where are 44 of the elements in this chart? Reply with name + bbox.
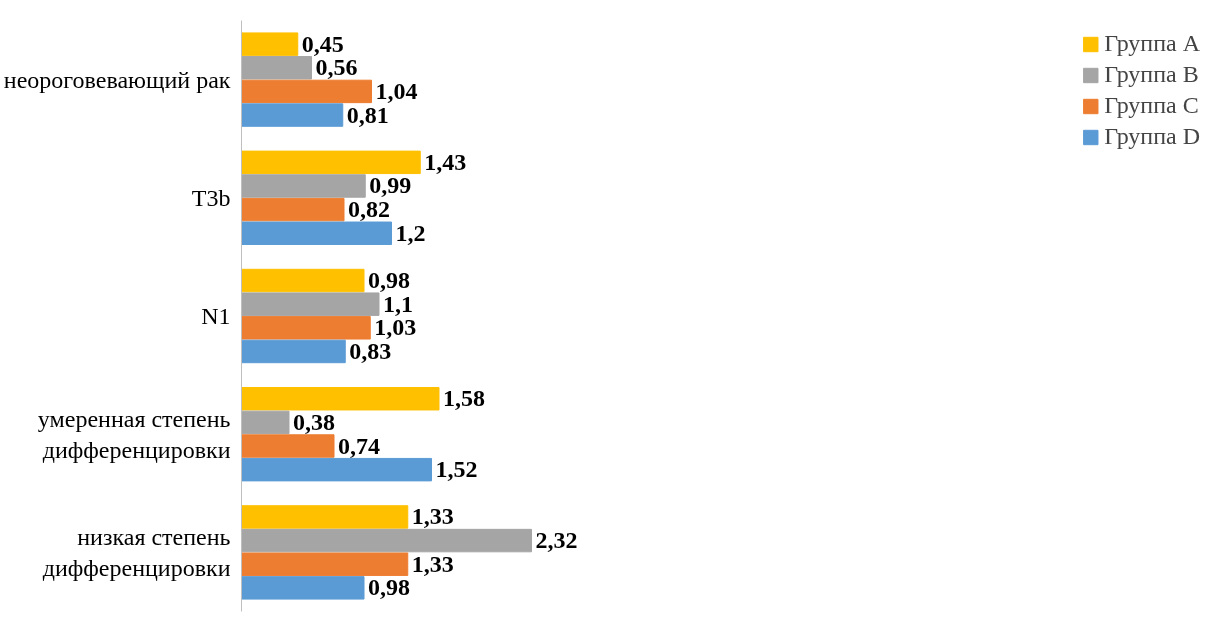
bar [241, 528, 532, 553]
bar [241, 457, 432, 482]
bar [241, 387, 440, 411]
bar [241, 505, 409, 529]
y-tick-label: неороговевающий рак [3, 66, 231, 93]
bar [241, 56, 312, 80]
data-label: 0,99 [369, 172, 412, 199]
bar [241, 268, 365, 293]
y-tick-label: T3b [191, 184, 231, 211]
bar [241, 150, 421, 175]
legend-label: Группа B [1104, 61, 1199, 88]
data-label: 1,52 [435, 456, 478, 483]
bar [241, 32, 299, 56]
data-label: 0,82 [348, 196, 390, 223]
data-label: 0,81 [346, 101, 389, 128]
bar [241, 221, 392, 245]
y-tick-label: N1 [201, 303, 231, 329]
bar [241, 79, 372, 104]
bar [241, 197, 345, 222]
data-label: 0,38 [293, 408, 335, 435]
data-label: 1,33 [411, 503, 454, 530]
bar [241, 103, 344, 127]
bar [241, 292, 380, 316]
data-label: 1,2 [395, 219, 426, 246]
data-label: 1,04 [375, 77, 418, 104]
data-label: 1,33 [411, 550, 454, 577]
bar [241, 576, 365, 600]
y-tick-label: умеренная степень дифференцировки [37, 405, 231, 463]
data-label: 0,45 [301, 30, 344, 57]
legend-label: Группа D [1104, 123, 1200, 150]
legend-label: Группа A [1104, 30, 1200, 57]
data-label: 2,32 [535, 527, 578, 554]
bar [241, 339, 346, 364]
bar [241, 410, 290, 435]
data-label: 1,58 [443, 385, 485, 412]
data-label: 0,98 [368, 574, 410, 601]
bar [241, 552, 409, 576]
bar [241, 434, 335, 458]
y-tick-label: низкая степень дифференцировки [42, 523, 231, 581]
legend-label: Группа C [1104, 92, 1199, 119]
bar [241, 316, 371, 340]
bar [241, 174, 366, 198]
data-label: 0,74 [338, 432, 380, 459]
data-label: 1,43 [424, 148, 467, 175]
